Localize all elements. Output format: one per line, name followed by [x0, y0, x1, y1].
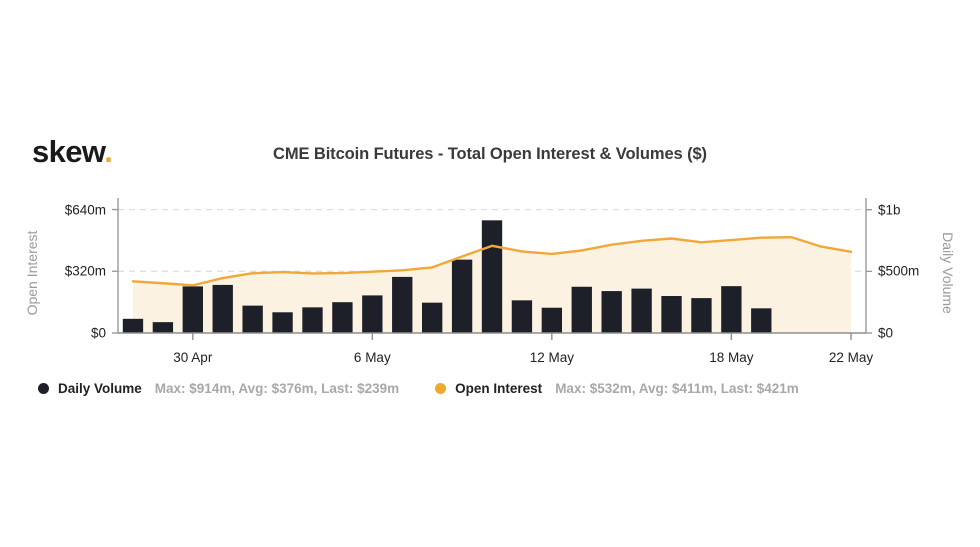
volume-bar — [691, 298, 712, 333]
volume-bar — [182, 286, 203, 333]
volume-bar — [212, 284, 233, 333]
open-interest-line-path — [131, 235, 853, 287]
volume-bar — [392, 276, 413, 333]
volume-bar — [661, 296, 682, 333]
x-axis-tick-label: 18 May — [709, 350, 754, 365]
legend-dot-daily-volume — [38, 383, 49, 394]
x-axis-tick-label: 6 May — [353, 350, 391, 365]
chart-legend: Daily Volume Max: $914m, Avg: $376m, Las… — [38, 381, 799, 396]
volume-bar — [481, 220, 503, 333]
volume-bar — [421, 302, 443, 333]
open-interest-line — [131, 235, 853, 287]
volume-bar — [272, 312, 293, 333]
volume-bar — [601, 291, 622, 333]
logo-text: skew — [32, 134, 105, 169]
legend-stats-daily-volume: Max: $914m, Avg: $376m, Last: $239m — [154, 381, 400, 396]
volume-bar — [242, 305, 263, 333]
y-axis-right-tick-label: $1b — [878, 202, 901, 218]
x-axis-tick-label: 22 May — [828, 350, 874, 365]
daily-volume-bars — [122, 220, 772, 333]
volume-bar — [721, 286, 742, 333]
y-axis-right-tick-label: $500m — [878, 263, 920, 279]
legend-stats-open-interest: Max: $532m, Avg: $411m, Last: $421m — [555, 381, 799, 396]
volume-bar — [571, 286, 592, 333]
volume-bar — [362, 295, 383, 333]
x-axis-tick-label: 12 May — [529, 350, 574, 365]
y-axis-left-tick-label: $0 — [90, 325, 106, 341]
legend-item-open-interest[interactable]: Open Interest Max: $532m, Avg: $411m, La… — [435, 381, 799, 396]
x-axis-tick-label: 30 Apr — [173, 350, 213, 365]
volume-bar — [631, 288, 652, 333]
y-axis-left-tick-label: $320m — [64, 263, 106, 279]
volume-bar — [541, 307, 563, 333]
legend-label-open-interest: Open Interest — [455, 381, 543, 396]
y-axis-left-tick-label: $640m — [64, 202, 106, 218]
volume-bar — [152, 322, 174, 333]
volume-bar — [302, 307, 323, 333]
axis-ticks — [112, 208, 872, 340]
skew-logo: skew. — [32, 134, 113, 169]
y-axis-right-tick-label: $0 — [878, 325, 894, 341]
volume-bar — [451, 259, 473, 333]
chart-title: CME Bitcoin Futures - Total Open Interes… — [273, 145, 707, 163]
axis-lines — [117, 198, 867, 334]
volume-bar — [332, 302, 353, 333]
volume-bar — [122, 318, 144, 333]
legend-dot-open-interest — [435, 383, 447, 394]
volume-bar — [751, 308, 772, 333]
logo-dot: . — [104, 134, 113, 169]
legend-label-daily-volume: Daily Volume — [58, 381, 142, 396]
volume-bar — [511, 300, 533, 333]
legend-item-daily-volume[interactable]: Daily Volume Max: $914m, Avg: $376m, Las… — [38, 381, 399, 396]
